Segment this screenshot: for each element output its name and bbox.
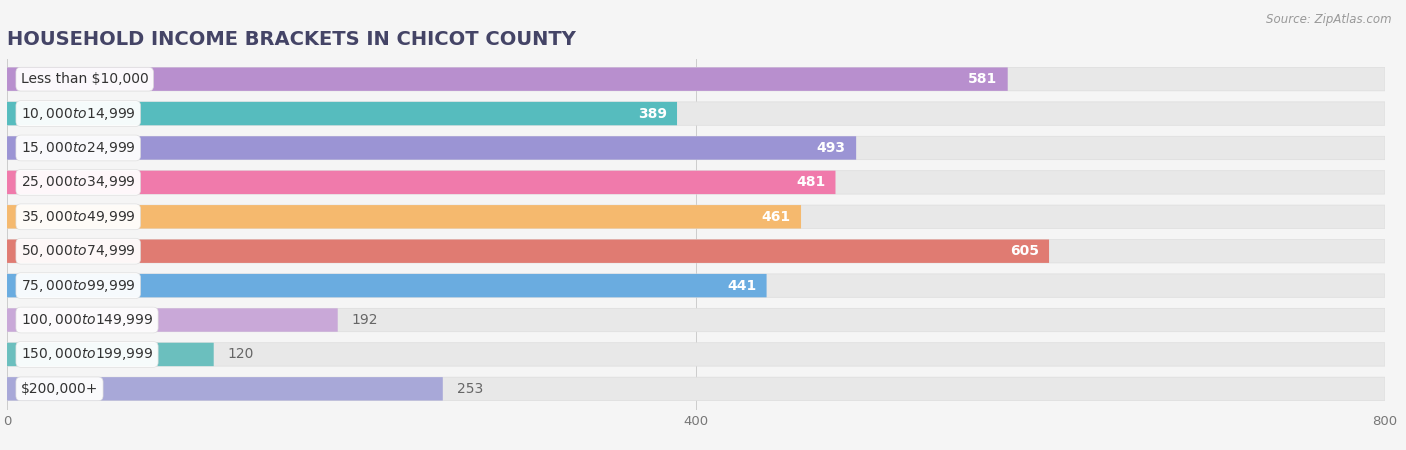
Text: 120: 120 (228, 347, 254, 361)
FancyBboxPatch shape (7, 136, 856, 160)
FancyBboxPatch shape (7, 136, 1385, 160)
Text: 581: 581 (969, 72, 997, 86)
Text: $35,000 to $49,999: $35,000 to $49,999 (21, 209, 135, 225)
Text: 481: 481 (796, 176, 825, 189)
FancyBboxPatch shape (7, 205, 801, 229)
FancyBboxPatch shape (7, 171, 1385, 194)
FancyBboxPatch shape (7, 239, 1385, 263)
Text: $100,000 to $149,999: $100,000 to $149,999 (21, 312, 153, 328)
FancyBboxPatch shape (7, 274, 766, 297)
Text: HOUSEHOLD INCOME BRACKETS IN CHICOT COUNTY: HOUSEHOLD INCOME BRACKETS IN CHICOT COUN… (7, 30, 576, 49)
FancyBboxPatch shape (7, 102, 1385, 125)
Text: $25,000 to $34,999: $25,000 to $34,999 (21, 175, 135, 190)
FancyBboxPatch shape (7, 274, 1385, 297)
FancyBboxPatch shape (7, 343, 1385, 366)
FancyBboxPatch shape (7, 205, 1385, 229)
Text: 192: 192 (352, 313, 378, 327)
FancyBboxPatch shape (7, 171, 835, 194)
Text: Less than $10,000: Less than $10,000 (21, 72, 149, 86)
FancyBboxPatch shape (7, 377, 1385, 400)
FancyBboxPatch shape (7, 308, 1385, 332)
FancyBboxPatch shape (7, 377, 443, 400)
Text: 441: 441 (727, 279, 756, 292)
Text: 605: 605 (1010, 244, 1039, 258)
Text: $75,000 to $99,999: $75,000 to $99,999 (21, 278, 135, 293)
FancyBboxPatch shape (7, 308, 337, 332)
Text: 493: 493 (817, 141, 846, 155)
FancyBboxPatch shape (7, 343, 214, 366)
Text: $150,000 to $199,999: $150,000 to $199,999 (21, 346, 153, 362)
Text: $50,000 to $74,999: $50,000 to $74,999 (21, 243, 135, 259)
FancyBboxPatch shape (7, 102, 678, 125)
Text: $15,000 to $24,999: $15,000 to $24,999 (21, 140, 135, 156)
Text: $200,000+: $200,000+ (21, 382, 98, 396)
Text: $10,000 to $14,999: $10,000 to $14,999 (21, 106, 135, 122)
Text: 389: 389 (638, 107, 666, 121)
Text: 461: 461 (762, 210, 790, 224)
Text: Source: ZipAtlas.com: Source: ZipAtlas.com (1267, 14, 1392, 27)
FancyBboxPatch shape (7, 68, 1385, 91)
FancyBboxPatch shape (7, 68, 1008, 91)
Text: 253: 253 (457, 382, 482, 396)
FancyBboxPatch shape (7, 239, 1049, 263)
